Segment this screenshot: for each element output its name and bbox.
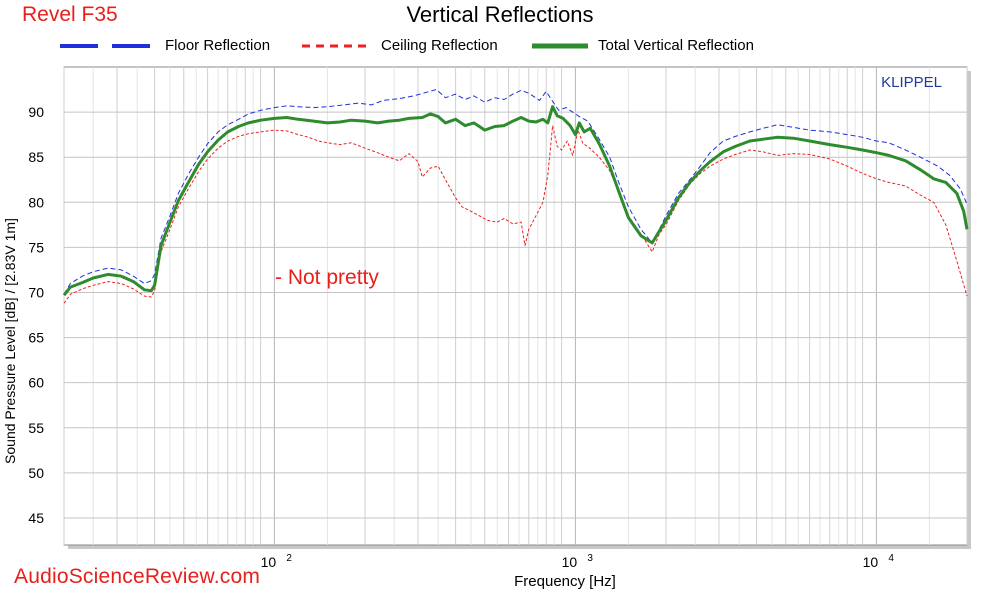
x-tick-exponent: 2 bbox=[286, 553, 292, 564]
legend-item-ceiling: Ceiling Reflection bbox=[300, 36, 520, 56]
speaker-model-tag: Revel F35 bbox=[22, 3, 118, 26]
x-tick-exponent: 3 bbox=[587, 553, 593, 564]
y-tick-label: 50 bbox=[28, 465, 44, 481]
legend-item-floor: Floor Reflection bbox=[58, 36, 288, 56]
plot-area bbox=[63, 66, 968, 546]
legend-label-total: Total Vertical Reflection bbox=[598, 37, 754, 54]
annotation-note: - Not pretty bbox=[275, 266, 379, 289]
y-tick-label: 65 bbox=[28, 330, 44, 346]
y-tick-label: 60 bbox=[28, 375, 44, 391]
x-tick-label: 10 bbox=[261, 554, 277, 570]
klippel-label: KLIPPEL bbox=[881, 74, 942, 91]
series-line-ceiling bbox=[63, 125, 968, 304]
y-tick-label: 80 bbox=[28, 194, 44, 210]
x-tick-label: 10 bbox=[863, 554, 879, 570]
y-axis-label: Sound Pressure Level [dB] / [2.83V 1m] bbox=[2, 218, 18, 464]
series-line-total bbox=[62, 105, 969, 297]
legend-swatch-ceiling bbox=[302, 44, 368, 48]
x-tick-label: 10 bbox=[562, 554, 578, 570]
legend-swatch-floor bbox=[60, 44, 152, 48]
legend-item-total: Total Vertical Reflection bbox=[530, 36, 790, 56]
legend-swatch-total bbox=[532, 43, 588, 49]
y-tick-label: 70 bbox=[28, 284, 44, 300]
watermark: AudioScienceReview.com bbox=[14, 565, 261, 588]
y-tick-label: 75 bbox=[28, 239, 44, 255]
legend-label-ceiling: Ceiling Reflection bbox=[381, 37, 498, 54]
legend-label-floor: Floor Reflection bbox=[165, 37, 271, 54]
y-tick-label: 55 bbox=[28, 420, 44, 436]
chart-title: Vertical Reflections bbox=[406, 2, 594, 27]
x-tick-exponent: 4 bbox=[888, 553, 894, 564]
x-axis-label: Frequency [Hz] bbox=[514, 573, 616, 590]
y-tick-label: 45 bbox=[28, 510, 44, 526]
y-tick-label: 85 bbox=[28, 149, 44, 165]
y-tick-label: 90 bbox=[28, 104, 44, 120]
series-line-floor bbox=[63, 89, 968, 295]
